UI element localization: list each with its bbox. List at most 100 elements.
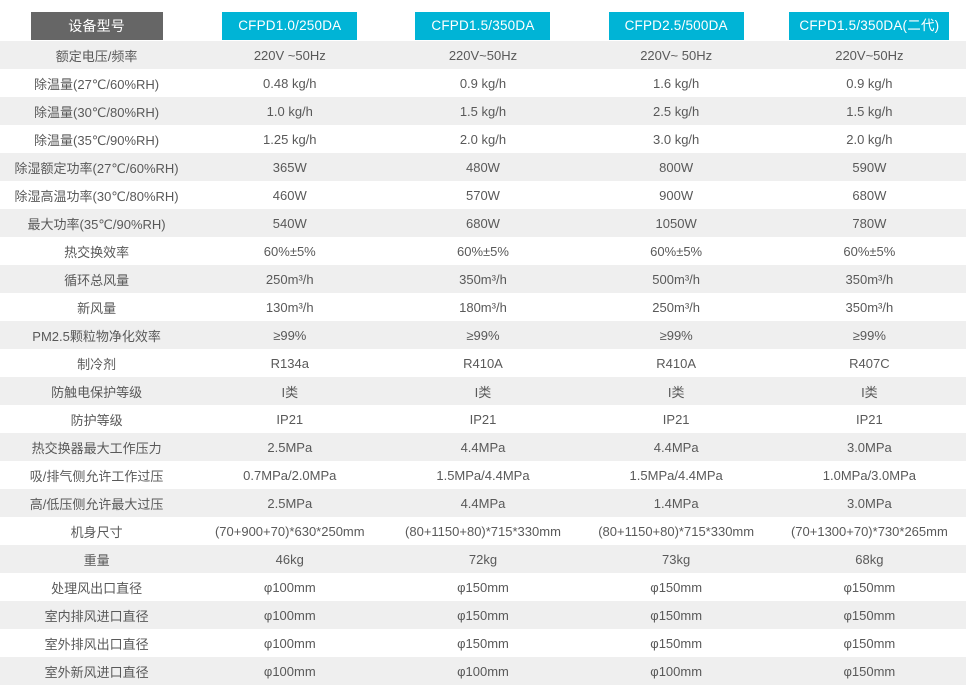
spec-value: I类	[281, 384, 299, 400]
spec-value: 2.0 kg/h	[846, 131, 893, 147]
table-row: 重量 46kg 72kg 73kg 68kg	[0, 545, 966, 573]
spec-value: 68kg	[855, 551, 884, 567]
spec-value: 3.0 kg/h	[653, 131, 700, 147]
spec-value: φ100mm	[263, 663, 316, 679]
header-cell-corner: 设备型号	[0, 0, 193, 41]
spec-label: 防触电保护等级	[51, 384, 143, 400]
spec-value: I类	[474, 384, 492, 400]
table-row: 防护等级 IP21 IP21 IP21 IP21	[0, 405, 966, 433]
spec-value: 1.0MPa/3.0MPa	[822, 467, 916, 483]
spec-value: (70+1300+70)*730*265mm	[790, 523, 948, 539]
spec-label: 热交换器最大工作压力	[31, 440, 162, 456]
spec-value: 1050W	[655, 215, 697, 231]
spec-label: 室内排风进口直径	[44, 608, 149, 624]
spec-value: φ150mm	[843, 607, 896, 623]
spec-label: 循环总风量	[64, 272, 130, 288]
spec-label: 除湿额定功率(27℃/60%RH)	[14, 160, 179, 176]
spec-value: φ150mm	[843, 579, 896, 595]
header-row: 设备型号 CFPD1.0/250DA CFPD1.5/350DA CFPD2.5…	[0, 0, 966, 41]
table-row: 热交换效率 60%±5% 60%±5% 60%±5% 60%±5%	[0, 237, 966, 265]
spec-value: 73kg	[662, 551, 691, 567]
spec-value: 350m³/h	[459, 271, 507, 287]
spec-value: 540W	[272, 215, 307, 231]
spec-value: 0.48 kg/h	[263, 75, 317, 91]
spec-value: φ100mm	[263, 579, 316, 595]
header-cell-model-4: CFPD1.5/350DA(二代)	[773, 0, 966, 41]
spec-value: 1.0 kg/h	[266, 103, 313, 119]
spec-value: φ150mm	[457, 635, 509, 651]
spec-value: 570W	[465, 187, 500, 203]
spec-value: 3.0MPa	[846, 439, 892, 455]
table-row: 室内排风进口直径 φ100mm φ150mm φ150mm φ150mm	[0, 601, 966, 629]
spec-value: 60%±5%	[843, 243, 896, 259]
spec-value: IP21	[856, 411, 883, 427]
spec-label: 最大功率(35℃/90%RH)	[27, 216, 166, 232]
spec-table-body: 额定电压/频率 220V ~50Hz 220V~50Hz 220V~ 50Hz 220V…	[0, 41, 966, 685]
spec-label: 额定电压/频率	[55, 48, 138, 64]
spec-label: 吸/排气侧允许工作过压	[29, 468, 164, 484]
spec-value: (80+1150+80)*715*330mm	[405, 523, 561, 539]
corner-header-pill: 设备型号	[30, 12, 163, 40]
table-row: 除湿高温功率(30℃/80%RH) 460W 570W 900W 680W	[0, 181, 966, 209]
table-row: 防触电保护等级 I类 I类 I类 I类	[0, 377, 966, 405]
spec-value: 2.5MPa	[267, 495, 313, 511]
table-row: 制冷剂 R134a R410A R410A R407C	[0, 349, 966, 377]
spec-value: 680W	[465, 215, 500, 231]
spec-value: φ100mm	[263, 635, 316, 651]
spec-value: 500m³/h	[652, 271, 700, 287]
spec-value: 250m³/h	[265, 271, 314, 287]
header-cell-model-3: CFPD2.5/500DA	[580, 0, 773, 41]
table-row: 机身尺寸 (70+900+70)*630*250mm (80+1150+80)*71…	[0, 517, 966, 545]
spec-value: 590W	[852, 159, 887, 175]
spec-value: 60%±5%	[650, 243, 703, 259]
spec-value: 350m³/h	[845, 271, 894, 287]
spec-value: R407C	[849, 355, 890, 371]
spec-value: ≥99%	[466, 327, 500, 343]
spec-value: φ150mm	[457, 607, 509, 623]
spec-value: φ150mm	[650, 635, 703, 651]
model-header-pill: CFPD1.0/250DA	[222, 12, 358, 40]
table-row: 室外新风进口直径 φ100mm φ100mm φ100mm φ150mm	[0, 657, 966, 685]
spec-value: 800W	[659, 159, 694, 175]
spec-value: φ100mm	[650, 663, 703, 679]
spec-value: 2.5 kg/h	[653, 103, 700, 119]
spec-value: 0.9 kg/h	[846, 75, 893, 91]
table-row: 室外排风出口直径 φ100mm φ150mm φ150mm φ150mm	[0, 629, 966, 657]
spec-value: IP21	[469, 411, 497, 427]
spec-value: I类	[667, 384, 685, 400]
spec-value: R410A	[656, 355, 697, 371]
table-row: 吸/排气侧允许工作过压 0.7MPa/2.0MPa 1.5MPa/4.4MPa 1.5…	[0, 461, 966, 489]
model-header-pill: CFPD1.5/350DA(二代)	[789, 12, 950, 40]
table-row: PM2.5颗粒物净化效率 ≥99% ≥99% ≥99% ≥99%	[0, 321, 966, 349]
spec-value: 60%±5%	[263, 243, 316, 259]
spec-value: 72kg	[468, 551, 498, 567]
spec-value: ≥99%	[273, 327, 307, 343]
spec-table-header: 设备型号 CFPD1.0/250DA CFPD1.5/350DA CFPD2.5…	[0, 0, 966, 41]
spec-value: 220V~50Hz	[835, 47, 904, 63]
spec-label: PM2.5颗粒物净化效率	[32, 328, 161, 344]
spec-value: 4.4MPa	[460, 495, 506, 511]
spec-label: 室外新风进口直径	[44, 664, 149, 680]
spec-value: R134a	[270, 355, 309, 371]
table-row: 处理风出口直径 φ100mm φ150mm φ150mm φ150mm	[0, 573, 966, 601]
spec-value: 3.0MPa	[846, 495, 892, 511]
spec-value: ≥99%	[852, 327, 886, 343]
spec-value: 130m³/h	[265, 299, 314, 315]
spec-label: 室外排风出口直径	[44, 636, 149, 652]
spec-value: φ100mm	[263, 607, 316, 623]
spec-value: 4.4MPa	[653, 439, 699, 455]
spec-label: 重量	[83, 552, 110, 568]
spec-value: 1.5 kg/h	[846, 103, 893, 119]
spec-value: φ150mm	[650, 579, 703, 595]
spec-value: I类	[861, 384, 878, 400]
spec-value: 2.0 kg/h	[459, 131, 507, 147]
spec-value: 350m³/h	[845, 299, 894, 315]
table-row: 除温量(27℃/60%RH) 0.48 kg/h 0.9 kg/h 1.6 kg/h 0…	[0, 69, 966, 97]
spec-value: 250m³/h	[652, 299, 700, 315]
table-row: 除湿额定功率(27℃/60%RH) 365W 480W 800W 590W	[0, 153, 966, 181]
table-row: 新风量 130m³/h 180m³/h 250m³/h 350m³/h	[0, 293, 966, 321]
spec-value: 1.25 kg/h	[263, 131, 317, 147]
spec-value: 220V~50Hz	[448, 47, 518, 63]
spec-value: 220V~ 50Hz	[640, 47, 713, 63]
spec-label: 热交换效率	[64, 244, 130, 260]
